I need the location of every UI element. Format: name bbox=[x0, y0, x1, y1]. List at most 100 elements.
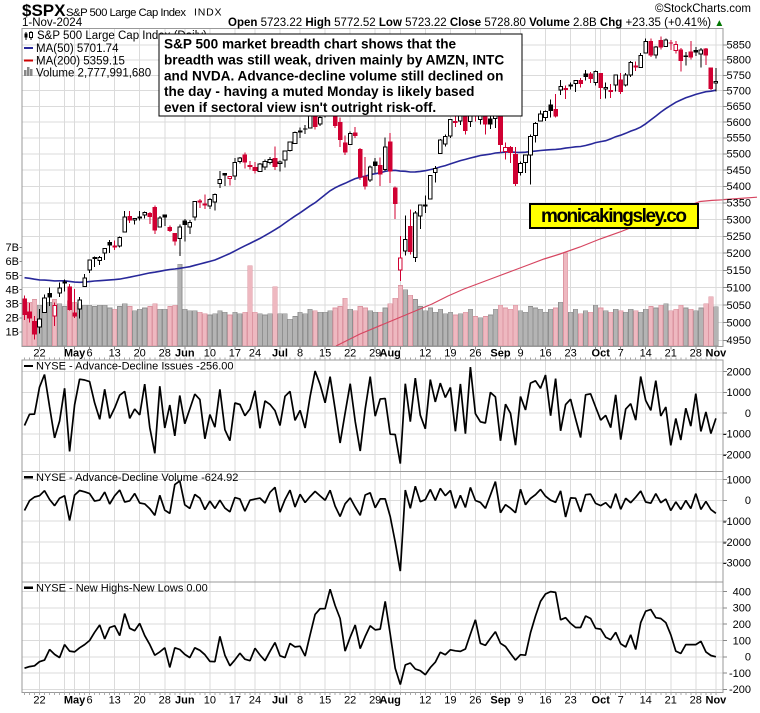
svg-text:21: 21 bbox=[665, 348, 677, 360]
svg-text:29: 29 bbox=[369, 695, 381, 707]
svg-text:14: 14 bbox=[640, 695, 652, 707]
svg-text:NYSE - New Highs-New Lows 0.00: NYSE - New Highs-New Lows 0.00 bbox=[36, 582, 208, 594]
svg-text:300: 300 bbox=[733, 603, 751, 615]
svg-text:and NVDA. Advance-decline volu: and NVDA. Advance-decline volume still d… bbox=[164, 68, 503, 83]
svg-text:100: 100 bbox=[733, 635, 751, 647]
svg-text:17: 17 bbox=[229, 348, 241, 360]
svg-text:Nov: Nov bbox=[706, 695, 728, 707]
svg-text:5650: 5650 bbox=[727, 101, 751, 113]
svg-text:5600: 5600 bbox=[727, 117, 751, 129]
svg-text:13: 13 bbox=[109, 695, 121, 707]
svg-text:5250: 5250 bbox=[727, 231, 751, 243]
svg-text:17: 17 bbox=[229, 695, 241, 707]
svg-text:0: 0 bbox=[745, 408, 751, 420]
svg-text:7: 7 bbox=[618, 695, 624, 707]
svg-text:15: 15 bbox=[319, 348, 331, 360]
svg-text:Jun: Jun bbox=[175, 695, 195, 707]
svg-text:6: 6 bbox=[87, 348, 93, 360]
svg-text:5400: 5400 bbox=[727, 181, 751, 193]
svg-text:Jun: Jun bbox=[175, 348, 195, 360]
svg-text:2B: 2B bbox=[6, 313, 19, 325]
svg-text:5350: 5350 bbox=[727, 198, 751, 210]
svg-text:3B: 3B bbox=[6, 299, 19, 311]
svg-text:15: 15 bbox=[319, 695, 331, 707]
svg-text:22: 22 bbox=[344, 695, 356, 707]
svg-text:13: 13 bbox=[109, 348, 121, 360]
svg-text:-2000: -2000 bbox=[723, 537, 751, 549]
svg-text:even if sectoral view isn't ou: even if sectoral view isn't outright ris… bbox=[164, 100, 436, 115]
svg-text:$SPX: $SPX bbox=[22, 1, 66, 20]
svg-text:Oct: Oct bbox=[592, 695, 611, 707]
svg-text:S&P 500 market breadth chart s: S&P 500 market breadth chart shows that … bbox=[164, 37, 457, 52]
svg-text:10: 10 bbox=[204, 348, 216, 360]
svg-text:Sep: Sep bbox=[490, 695, 510, 707]
svg-text:NYSE - Advance-Decline Volume: NYSE - Advance-Decline Volume -624.92 bbox=[36, 472, 238, 484]
svg-text:19: 19 bbox=[444, 695, 456, 707]
svg-text:14: 14 bbox=[640, 348, 652, 360]
svg-text:9: 9 bbox=[517, 348, 523, 360]
svg-text:5200: 5200 bbox=[727, 248, 751, 260]
svg-text:29: 29 bbox=[369, 348, 381, 360]
svg-text:Jul: Jul bbox=[272, 348, 288, 360]
svg-text:5750: 5750 bbox=[727, 70, 751, 82]
svg-text:21: 21 bbox=[665, 695, 677, 707]
svg-text:0: 0 bbox=[745, 495, 751, 507]
svg-text:5B: 5B bbox=[6, 270, 19, 282]
svg-text:28: 28 bbox=[690, 695, 702, 707]
svg-text:28: 28 bbox=[159, 695, 171, 707]
svg-text:5800: 5800 bbox=[727, 55, 751, 67]
svg-text:7: 7 bbox=[618, 348, 624, 360]
svg-text:6B: 6B bbox=[6, 256, 19, 268]
svg-text:-2000: -2000 bbox=[723, 449, 751, 461]
svg-text:5000: 5000 bbox=[727, 317, 751, 329]
svg-text:22: 22 bbox=[33, 348, 45, 360]
svg-text:12: 12 bbox=[419, 348, 431, 360]
svg-text:26: 26 bbox=[469, 695, 481, 707]
svg-text:16: 16 bbox=[539, 695, 551, 707]
svg-text:5050: 5050 bbox=[727, 300, 751, 312]
svg-text:1000: 1000 bbox=[727, 387, 751, 399]
svg-text:Sep: Sep bbox=[490, 348, 510, 360]
svg-text:200: 200 bbox=[733, 619, 751, 631]
svg-text:MA(50) 5701.74: MA(50) 5701.74 bbox=[36, 43, 119, 55]
svg-text:Jul: Jul bbox=[272, 695, 288, 707]
svg-text:5300: 5300 bbox=[727, 214, 751, 226]
svg-text:8: 8 bbox=[297, 348, 303, 360]
svg-text:the day - having a muted Monda: the day - having a muted Monday is likel… bbox=[164, 84, 474, 99]
svg-text:May: May bbox=[64, 695, 86, 707]
svg-text:12: 12 bbox=[419, 695, 431, 707]
svg-text:22: 22 bbox=[344, 348, 356, 360]
svg-text:1000: 1000 bbox=[727, 474, 751, 486]
svg-text:Oct: Oct bbox=[592, 348, 611, 360]
svg-text:NYSE - Advance-Decline Issues: NYSE - Advance-Decline Issues -256.00 bbox=[36, 361, 234, 373]
svg-text:Open 5723.22 High 5772.52 Low: Open 5723.22 High 5772.52 Low 5723.22 Cl… bbox=[228, 17, 724, 29]
svg-text:5700: 5700 bbox=[727, 86, 751, 98]
svg-text:5100: 5100 bbox=[727, 282, 751, 294]
svg-text:MA(200) 5359.15: MA(200) 5359.15 bbox=[36, 56, 125, 68]
svg-text:400: 400 bbox=[733, 586, 751, 598]
svg-text:23: 23 bbox=[564, 348, 576, 360]
svg-text:24: 24 bbox=[249, 348, 261, 360]
svg-text:1B: 1B bbox=[6, 327, 19, 339]
svg-text:20: 20 bbox=[134, 695, 146, 707]
svg-text:INDX: INDX bbox=[194, 7, 222, 19]
svg-text:7B: 7B bbox=[6, 242, 19, 254]
svg-text:2000: 2000 bbox=[727, 367, 751, 379]
svg-text:5550: 5550 bbox=[727, 133, 751, 145]
svg-text:10: 10 bbox=[204, 695, 216, 707]
svg-text:28: 28 bbox=[690, 348, 702, 360]
svg-text:8: 8 bbox=[297, 695, 303, 707]
svg-text:-200: -200 bbox=[729, 684, 751, 696]
svg-text:0: 0 bbox=[745, 652, 751, 664]
svg-text:breadth was still weak, driven: breadth was still weak, driven mainly by… bbox=[164, 52, 504, 67]
svg-text:-1000: -1000 bbox=[723, 429, 751, 441]
svg-text:22: 22 bbox=[33, 695, 45, 707]
svg-text:5500: 5500 bbox=[727, 149, 751, 161]
svg-text:5850: 5850 bbox=[727, 40, 751, 52]
svg-text:26: 26 bbox=[469, 348, 481, 360]
svg-text:19: 19 bbox=[444, 348, 456, 360]
svg-text:28: 28 bbox=[159, 348, 171, 360]
svg-text:24: 24 bbox=[249, 695, 261, 707]
svg-text:©StockCharts.com: ©StockCharts.com bbox=[655, 3, 751, 15]
svg-text:5450: 5450 bbox=[727, 165, 751, 177]
